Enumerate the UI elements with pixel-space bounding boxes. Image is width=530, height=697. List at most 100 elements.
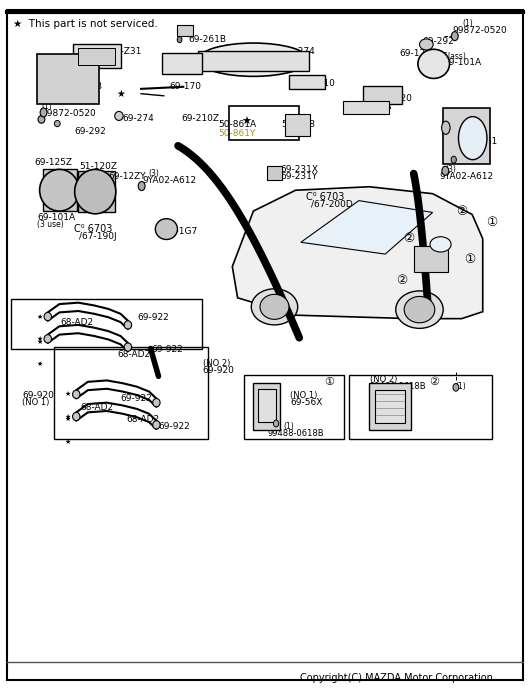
Ellipse shape	[44, 312, 51, 321]
Text: 51-120: 51-120	[380, 94, 412, 103]
Ellipse shape	[40, 108, 47, 117]
Bar	[443, 108, 490, 164]
Bar	[229, 105, 299, 140]
Text: (3 use): (3 use)	[37, 220, 64, 229]
Ellipse shape	[155, 219, 178, 240]
Ellipse shape	[396, 291, 443, 328]
Text: (NO 2): (NO 2)	[203, 359, 230, 368]
Ellipse shape	[198, 43, 309, 77]
Text: (3): (3)	[445, 165, 456, 174]
Text: 69-210Z: 69-210Z	[182, 114, 220, 123]
Text: 69-210: 69-210	[303, 79, 335, 88]
Bar	[267, 166, 282, 180]
Ellipse shape	[404, 296, 435, 323]
Text: /67-200D: /67-200D	[312, 199, 353, 208]
Ellipse shape	[55, 121, 60, 127]
Ellipse shape	[177, 36, 182, 43]
Bar	[363, 86, 402, 104]
Text: 69-1G1: 69-1G1	[464, 137, 498, 146]
Text: ②: ②	[403, 232, 414, 245]
Text: 69-125: 69-125	[400, 49, 431, 58]
Ellipse shape	[251, 289, 298, 325]
Text: /67-190J: /67-190J	[80, 231, 117, 240]
Text: ★: ★	[36, 336, 42, 342]
Ellipse shape	[73, 413, 80, 421]
Text: 69-292: 69-292	[74, 128, 106, 137]
Text: ①: ①	[487, 215, 498, 229]
Text: Copyright(C) MAZDA Motor Corporation: Copyright(C) MAZDA Motor Corporation	[301, 673, 493, 683]
Text: (1): (1)	[463, 19, 473, 28]
Text: 69-922: 69-922	[137, 313, 169, 322]
Polygon shape	[232, 187, 483, 319]
Text: 50-861A: 50-861A	[218, 121, 257, 130]
Text: (NO 2): (NO 2)	[370, 375, 398, 384]
Text: ①: ①	[324, 377, 334, 387]
Text: 69-292: 69-292	[422, 37, 454, 46]
Text: (3): (3)	[148, 169, 159, 178]
Text: 68-AD2: 68-AD2	[81, 403, 113, 412]
Text: 69-12ZA: 69-12ZA	[354, 102, 392, 112]
Text: ★: ★	[65, 416, 71, 422]
Bar	[73, 44, 121, 68]
Text: 69-231X: 69-231X	[281, 165, 319, 174]
Polygon shape	[301, 201, 432, 254]
Text: 68-AD2: 68-AD2	[117, 350, 151, 358]
Ellipse shape	[124, 321, 131, 329]
Ellipse shape	[124, 343, 131, 351]
Text: 69-101A: 69-101A	[443, 58, 481, 67]
Text: (1): (1)	[456, 382, 466, 391]
Ellipse shape	[44, 335, 51, 343]
Text: 69-56X: 69-56X	[290, 398, 323, 407]
Text: ★: ★	[36, 339, 42, 344]
Text: 68-AD2: 68-AD2	[127, 415, 160, 424]
Text: 69-922: 69-922	[158, 422, 190, 431]
Text: 69-922: 69-922	[152, 346, 183, 354]
Ellipse shape	[114, 112, 123, 121]
Ellipse shape	[453, 383, 459, 391]
Ellipse shape	[458, 116, 487, 160]
Text: 99466-0618B: 99466-0618B	[369, 382, 426, 391]
Text: 69-922: 69-922	[120, 394, 152, 403]
Ellipse shape	[153, 421, 160, 429]
Text: 69-261B: 69-261B	[189, 35, 226, 44]
Text: 69-225: 69-225	[189, 58, 220, 67]
Ellipse shape	[452, 31, 458, 40]
Text: ★: ★	[65, 438, 71, 445]
Ellipse shape	[451, 156, 456, 163]
Text: (NO 1): (NO 1)	[22, 398, 50, 407]
Text: 68-AD2: 68-AD2	[60, 318, 94, 327]
Text: C⁰ 6703: C⁰ 6703	[74, 224, 112, 234]
Bar	[285, 114, 310, 136]
Text: ★  This part is not serviced.: ★ This part is not serviced.	[13, 19, 158, 29]
Text: (NO 2): (NO 2)	[370, 417, 398, 426]
Bar	[375, 390, 405, 424]
Bar	[349, 375, 492, 438]
Text: ★: ★	[65, 413, 71, 420]
Text: 69-274: 69-274	[122, 114, 154, 123]
Text: 9YA02-A612: 9YA02-A612	[439, 172, 493, 181]
Text: (1): (1)	[41, 102, 52, 112]
Bar	[54, 347, 208, 438]
Ellipse shape	[442, 167, 449, 175]
Text: ①: ①	[407, 309, 418, 322]
Text: ①: ①	[464, 253, 475, 266]
Text: ②: ②	[456, 204, 467, 217]
Text: 69-56X: 69-56X	[370, 424, 403, 433]
Bar	[42, 169, 77, 211]
Text: (Glass): (Glass)	[439, 52, 466, 61]
Text: 51-120Z: 51-120Z	[80, 162, 118, 171]
Bar	[78, 48, 114, 66]
Text: (NO 1): (NO 1)	[290, 391, 317, 400]
Text: C⁰ 6703: C⁰ 6703	[306, 192, 344, 202]
Bar	[37, 54, 100, 104]
Text: 69-1G7: 69-1G7	[165, 227, 198, 236]
Ellipse shape	[419, 39, 433, 50]
Text: ★: ★	[36, 361, 42, 367]
Text: ★: ★	[36, 314, 42, 319]
Bar	[414, 246, 448, 272]
Bar	[244, 375, 344, 438]
Bar	[198, 52, 309, 71]
Text: 69-125Z: 69-125Z	[34, 158, 72, 167]
Ellipse shape	[273, 420, 279, 427]
Ellipse shape	[153, 399, 160, 407]
